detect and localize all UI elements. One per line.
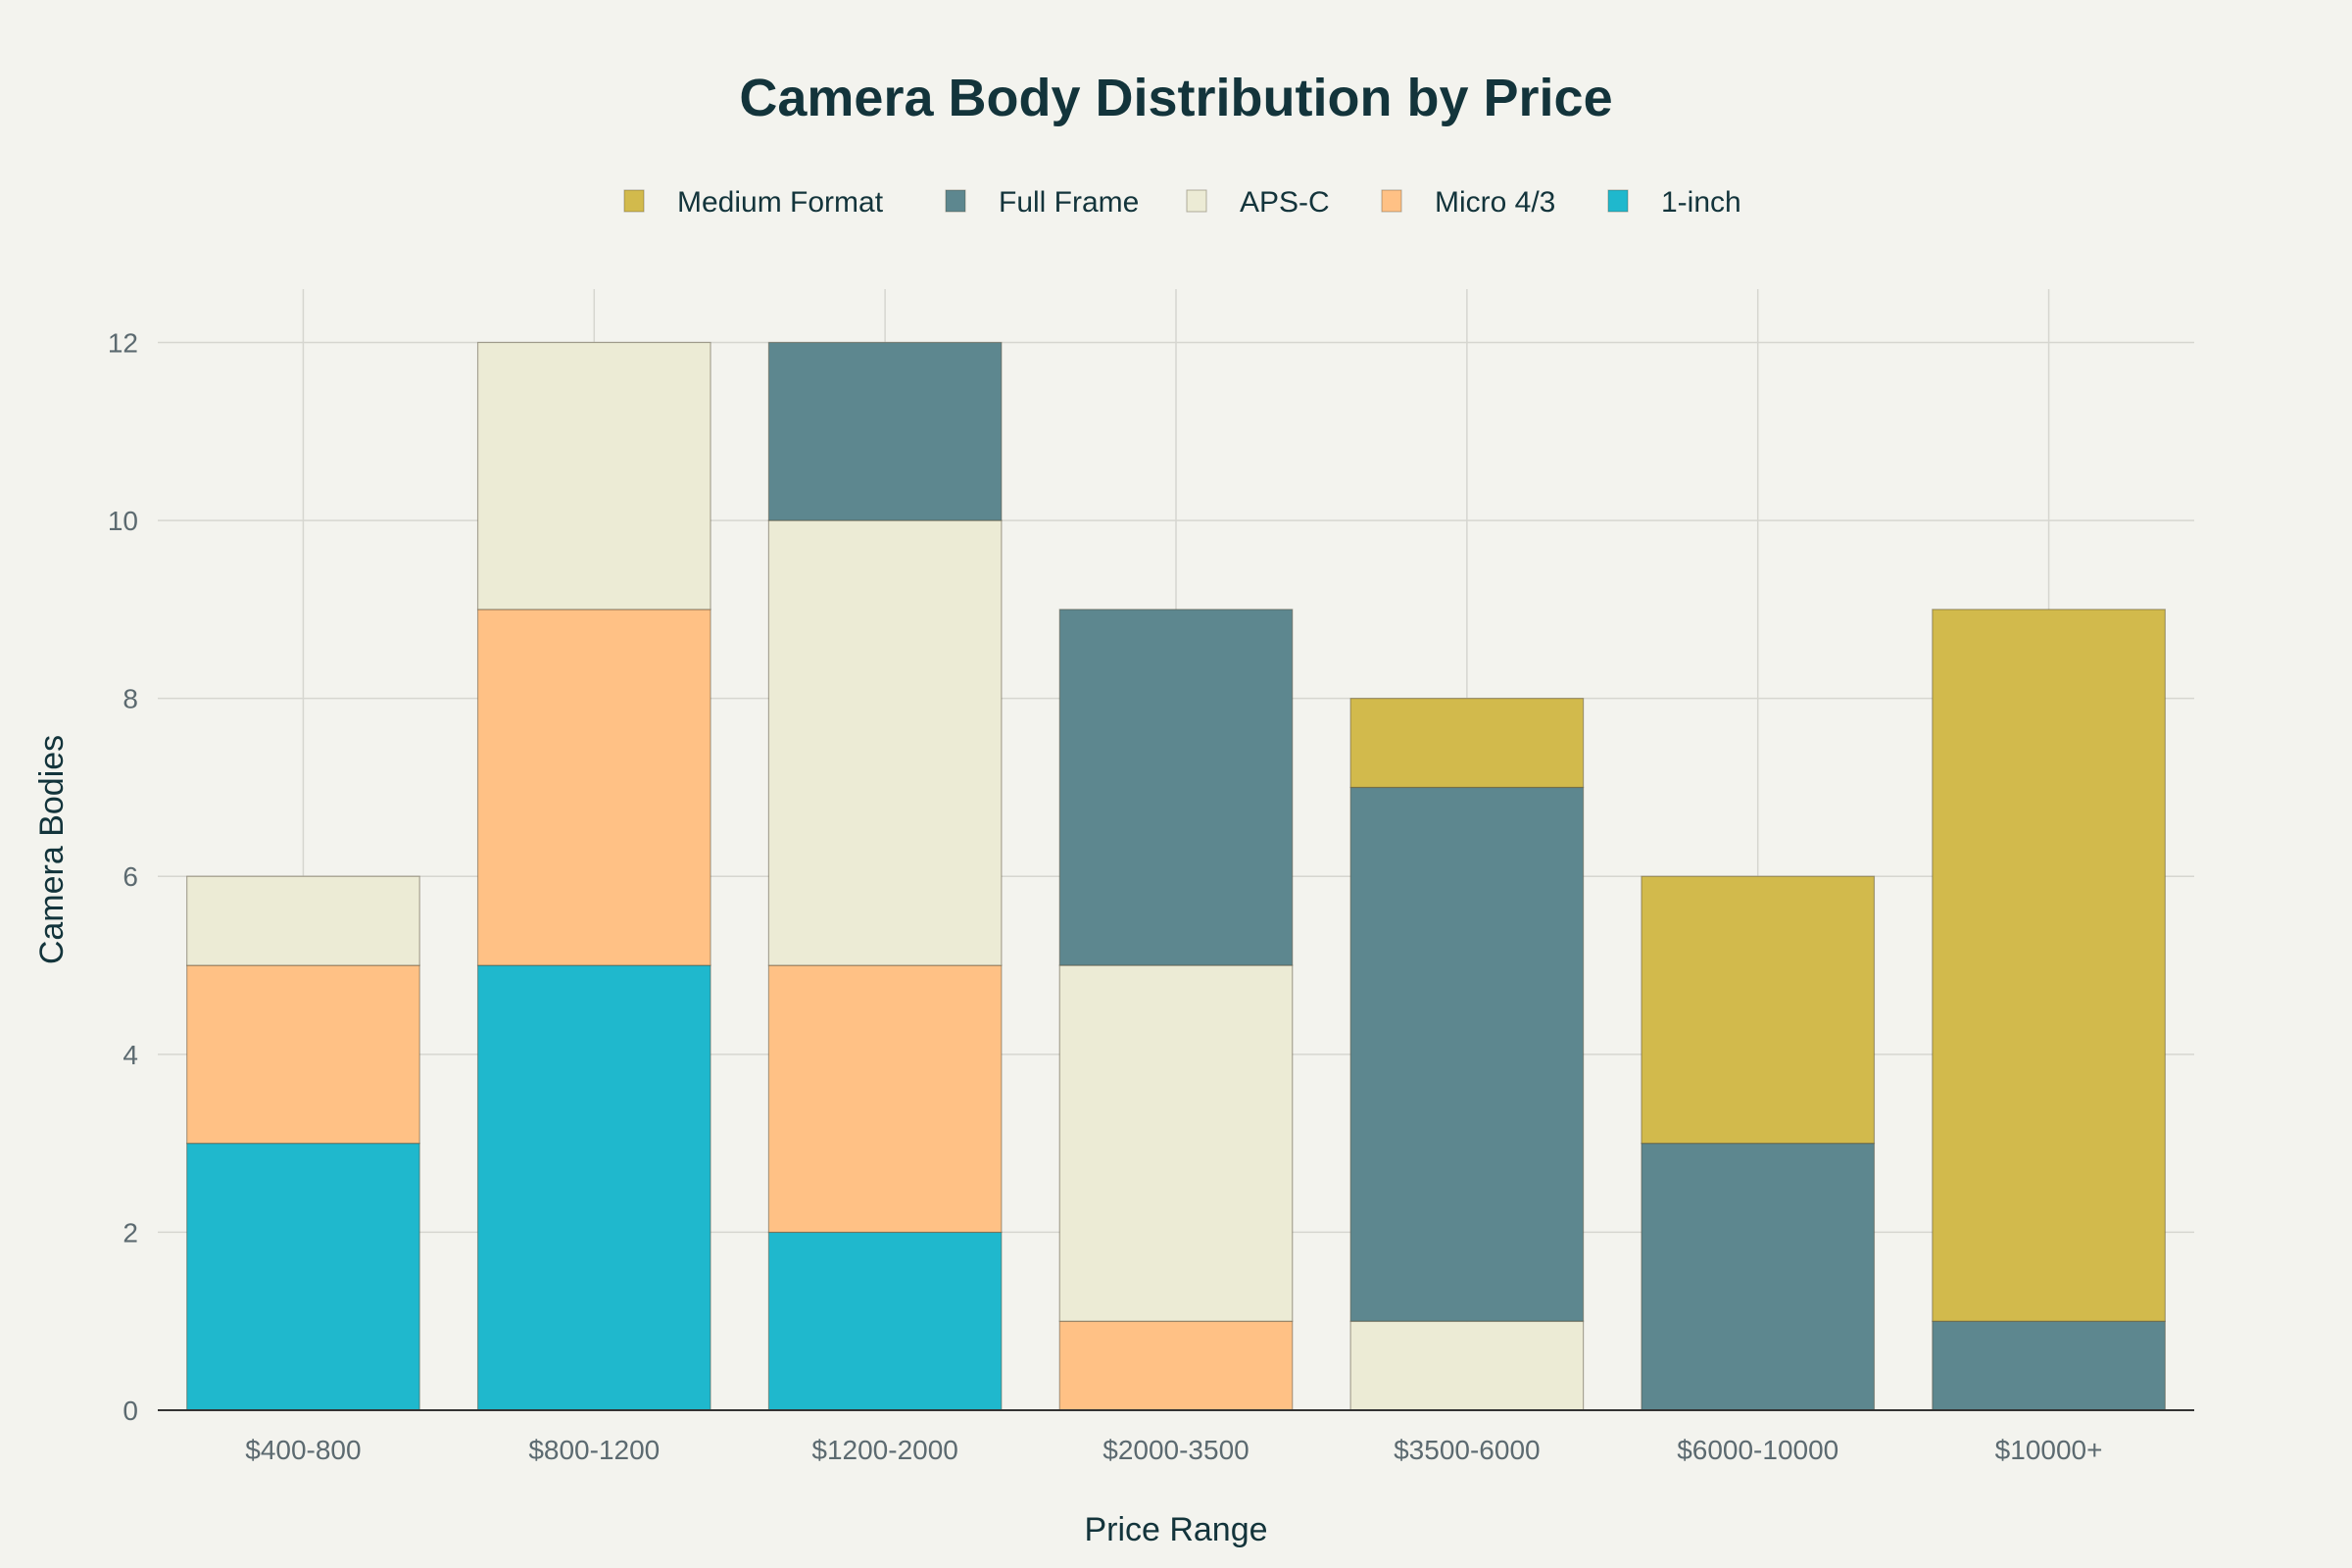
- bar-segment-aps-c: [476, 341, 711, 611]
- legend-item[interactable]: Full Frame: [945, 186, 1139, 219]
- bar-segment-aps-c: [767, 519, 1003, 966]
- legend-label: 1-inch: [1661, 186, 1741, 219]
- chart-title: Camera Body Distribution by Price: [739, 69, 1612, 127]
- y-axis-title: Camera Bodies: [33, 735, 71, 964]
- x-tick-label: $3500-6000: [1394, 1435, 1540, 1465]
- bar-segment-medium-format: [1932, 609, 2166, 1322]
- y-tick-label: 2: [122, 1217, 138, 1248]
- bar-segment-full-frame: [1058, 609, 1294, 966]
- bar-segment-aps-c: [1349, 1320, 1585, 1411]
- bar-segment-full-frame: [1641, 1143, 1876, 1411]
- x-tick-label: $6000-10000: [1677, 1435, 1838, 1465]
- legend[interactable]: Medium Format Full Frame APS-C Micro 4/3 1-i…: [623, 186, 1741, 219]
- legend-swatch: [1607, 189, 1629, 213]
- bar-segment-full-frame: [1349, 786, 1585, 1322]
- y-tick-label: 10: [108, 506, 138, 536]
- y-tick-label: 4: [122, 1040, 138, 1070]
- y-tick-label: 0: [122, 1396, 138, 1426]
- legend-item[interactable]: Medium Format: [623, 186, 884, 219]
- bar-segment-aps-c: [1058, 964, 1294, 1322]
- legend-label: Micro 4/3: [1435, 186, 1555, 219]
- bar-segment-full-frame: [1932, 1320, 2166, 1411]
- axes: $400-800 $800-1200 $1200-2000 $2000-3500 $35…: [108, 327, 2194, 1465]
- x-tick-label: $10000+: [1995, 1435, 2103, 1465]
- x-tick-label: $800-1200: [528, 1435, 660, 1465]
- bars: [186, 341, 2166, 1411]
- legend-item[interactable]: Micro 4/3: [1381, 186, 1555, 219]
- y-tick-label: 12: [108, 327, 138, 358]
- y-tick-label: 8: [122, 684, 138, 714]
- bar-segment-micro-4-3: [1058, 1320, 1294, 1411]
- y-tick-label: 6: [122, 861, 138, 892]
- bar-segment-aps-c: [186, 875, 420, 966]
- legend-swatch: [945, 189, 966, 213]
- bar-segment-micro-4-3: [476, 609, 711, 966]
- x-tick-label: $400-800: [245, 1435, 361, 1465]
- legend-item[interactable]: 1-inch: [1607, 186, 1741, 219]
- legend-label: Medium Format: [677, 186, 884, 219]
- bar-segment-full-frame: [767, 341, 1003, 521]
- x-tick-label: $1200-2000: [811, 1435, 957, 1465]
- x-tick-label: $2000-3500: [1102, 1435, 1249, 1465]
- bar-segment-medium-format: [1641, 875, 1876, 1145]
- bar-segment-1-inch: [186, 1143, 420, 1411]
- legend-swatch: [1381, 189, 1402, 213]
- bar-segment-micro-4-3: [186, 964, 420, 1145]
- legend-item[interactable]: APS-C: [1186, 186, 1330, 219]
- bar-segment-medium-format: [1349, 698, 1585, 789]
- legend-swatch: [1186, 189, 1207, 213]
- x-axis-title: Price Range: [1084, 1511, 1267, 1548]
- legend-label: Full Frame: [999, 186, 1139, 219]
- legend-label: APS-C: [1240, 186, 1330, 219]
- bar-segment-micro-4-3: [767, 964, 1003, 1234]
- bar-segment-1-inch: [767, 1231, 1003, 1411]
- bar-segment-1-inch: [476, 964, 711, 1411]
- legend-swatch: [623, 189, 645, 213]
